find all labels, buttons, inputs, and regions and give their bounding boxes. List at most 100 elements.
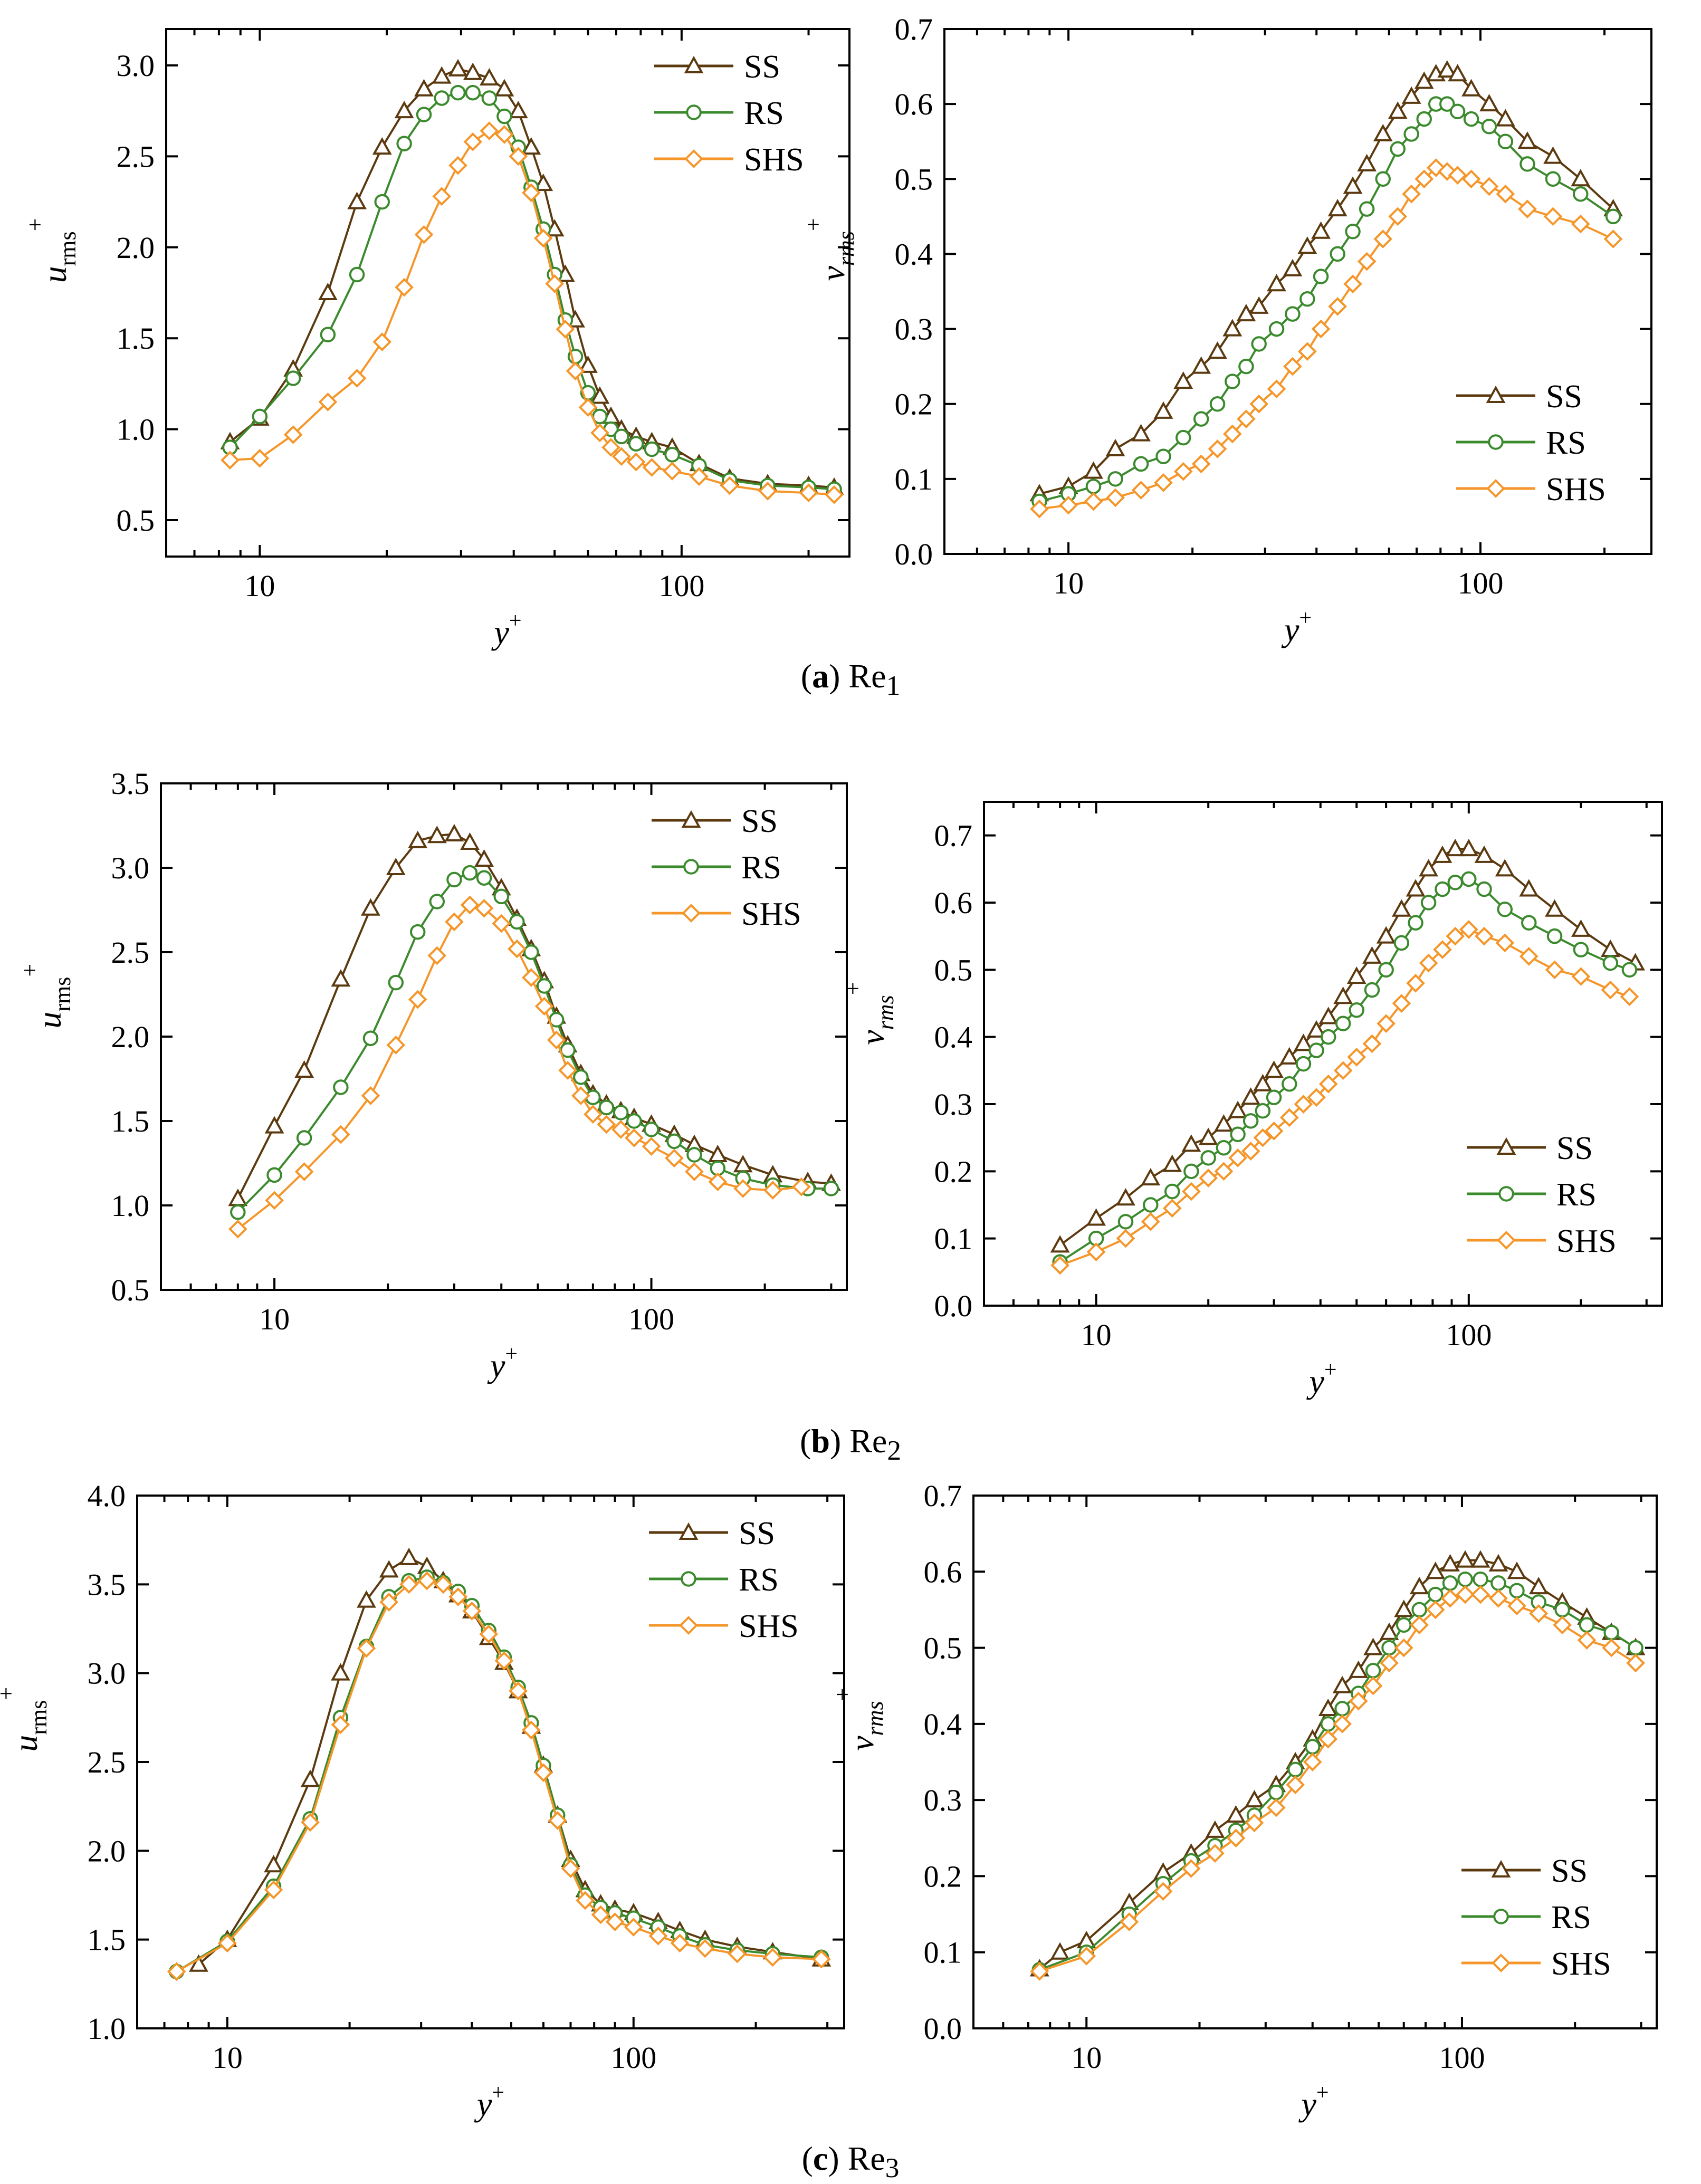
data-point-SS [1241,1087,1261,1105]
data-point-SS [228,1189,248,1206]
data-point-SS [1437,60,1457,78]
data-point-RS [1216,1140,1232,1156]
data-point-SHS [1402,184,1421,204]
data-point-RS [1554,1602,1570,1618]
data-point-SS [1318,1698,1338,1716]
data-point-RS [1349,1002,1364,1018]
data-point-SS [1519,879,1539,897]
data-point-SHS [685,1162,704,1181]
data-point-SHS [1415,169,1434,189]
data-point-SHS [1543,207,1563,226]
data-point-SHS [1347,1048,1366,1067]
y-tick-label: 2.0 [111,1020,150,1054]
data-point-RS [1295,1056,1312,1072]
data-point-SHS [432,187,452,206]
data-point-SS [1222,319,1243,337]
data-point-SHS [605,1912,625,1931]
series-SS [1050,839,1646,1253]
data-point-RS [1572,186,1589,202]
data-point-SHS [1086,1242,1106,1261]
chart-a-v: 0.0 0.1 0.2 0.3 0.4 0.5 0.6 0.7 10 100 y+ vrms+ SS RS… [800,12,1652,648]
data-point-RS [1521,915,1537,931]
legend: SS RS SHS [1461,1853,1611,1982]
data-point-SS [1318,1007,1339,1024]
data-point-SHS [1297,342,1317,361]
legend: SS RS SHS [654,49,804,178]
data-point-SHS [665,1148,684,1168]
data-point-RS [1497,901,1513,917]
y-tick-label: 1.5 [88,1923,126,1957]
data-point-SHS [1050,1256,1069,1275]
data-point-RS [1164,1183,1180,1200]
series-SHS [1030,158,1623,519]
data-point-RS [1545,171,1561,187]
data-point-RS [1603,1624,1619,1641]
data-point-SS [1373,123,1393,141]
data-point-SHS [663,462,682,481]
data-point-SHS [462,1602,482,1621]
y-tick-label: 0.1 [934,1222,973,1256]
data-point-SHS [708,1172,728,1192]
data-point-RS [362,1030,379,1046]
y-tick-label: 1.0 [111,1189,150,1223]
y-tick-label: 2.5 [111,935,150,970]
legend-label-SHS: SHS [744,142,804,178]
data-point-RS [509,914,525,930]
data-point-SHS [283,425,303,444]
data-point-SS [1105,438,1125,456]
y-tick-label: 0.3 [924,1783,962,1817]
data-point-RS [465,84,481,101]
data-point-SHS [1620,987,1639,1007]
series-line-SHS [1039,166,1614,510]
data-point-RS [429,894,445,909]
series-line-RS [176,1576,821,1973]
series-line-SS [1059,848,1636,1247]
chart-a-u: 0.5 1.0 1.5 2.0 2.5 3.0 10 100 y+ urms+ SS RS SHS [22,28,851,651]
y-tick-label: 0.0 [934,1289,973,1323]
data-point-SHS [1084,492,1103,511]
data-point-RS [523,944,539,960]
data-point-SS [1479,94,1499,112]
data-point-SHS [1237,409,1256,428]
data-point-RS [450,84,466,101]
data-point-RS [1359,201,1375,217]
y-tick-label: 2.0 [88,1834,126,1868]
data-point-SHS [521,183,541,203]
data-point-RS [1183,1163,1199,1180]
data-point-SHS [1571,967,1591,986]
data-point-RS [481,90,498,106]
data-point-SS [460,832,480,850]
data-point-SHS [221,451,240,470]
data-point-SHS [1626,1653,1645,1673]
data-point-SHS [331,1715,350,1735]
data-point-RS [1447,875,1463,890]
data-point-SS [448,59,468,76]
data-point-SS [1419,859,1439,877]
data-point-SHS [395,277,414,297]
data-point-SHS [1410,1615,1429,1635]
data-point-SHS [1461,169,1481,189]
data-point-SS [1332,1675,1352,1693]
data-point-SS [264,1116,284,1134]
data-point-SHS [1602,1638,1621,1658]
data-point-SS [1488,1554,1508,1572]
legend: SS RS SHS [649,1516,799,1644]
data-point-SS [1311,221,1331,239]
data-point-SHS [1471,1585,1490,1604]
data-point-SS [1131,424,1151,442]
data-point-SHS [624,1918,643,1937]
data-point-RS [1365,1663,1381,1679]
y-tick-label: 3.0 [111,851,150,885]
data-point-SS [521,137,541,155]
data-point-SS [1394,1599,1414,1617]
data-point-SS [1528,1577,1549,1595]
data-point-SS [494,79,514,97]
data-point-RS [1175,429,1191,446]
data-point-SS [1349,1660,1369,1678]
x-tick-label: 100 [658,569,704,603]
legend-label-SS: SS [739,1516,775,1551]
data-point-SHS [301,1813,320,1832]
data-point-SS [1333,986,1353,1004]
data-point-SS [1363,1637,1383,1655]
series-SHS [167,1571,831,1981]
